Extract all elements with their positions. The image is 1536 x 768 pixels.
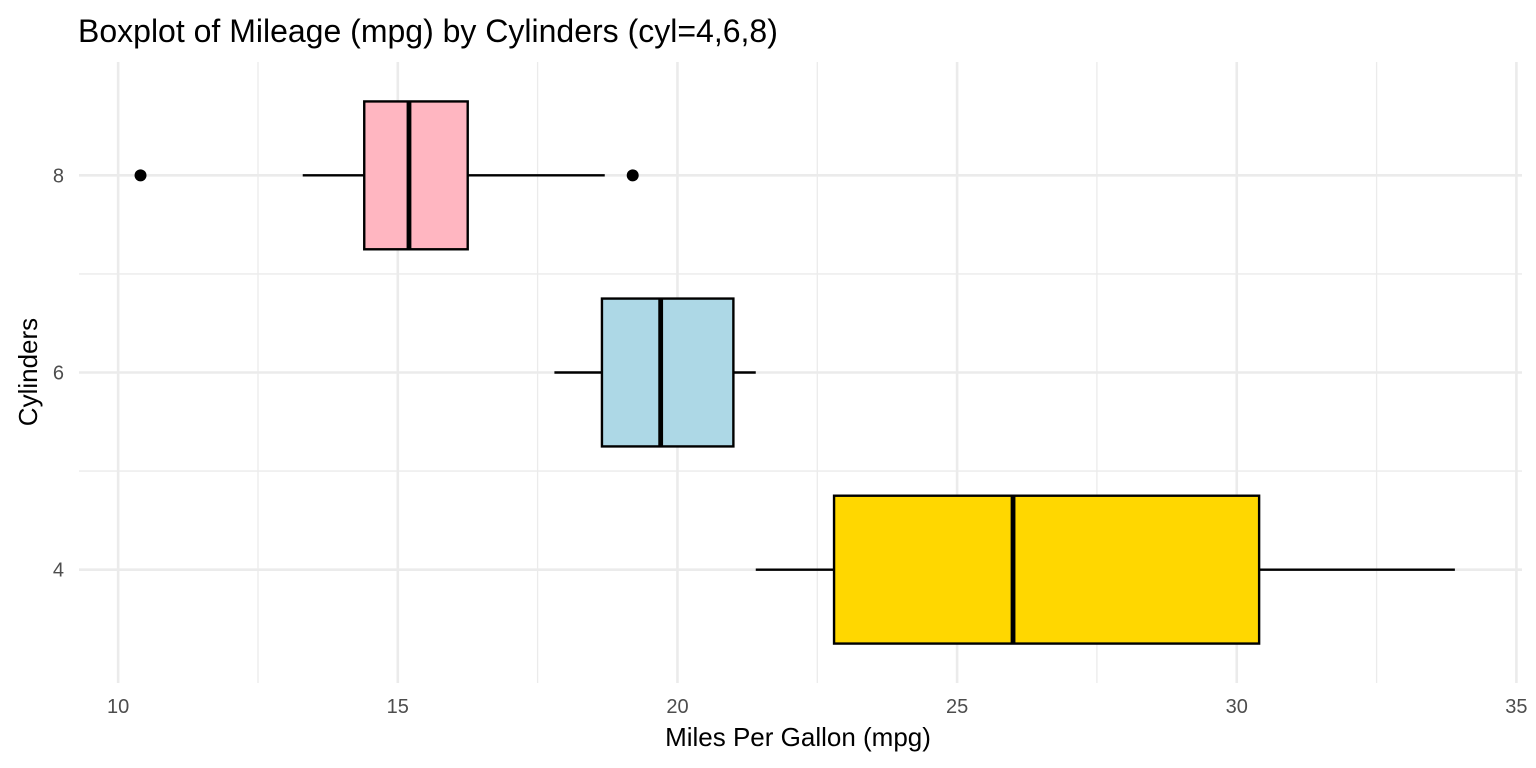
iqr-box — [832, 494, 1261, 645]
boxplot-layer — [134, 100, 1455, 645]
y-axis-title: Cylinders — [13, 318, 43, 426]
y-tick-label: 8 — [53, 165, 64, 187]
iqr-box — [363, 100, 469, 251]
x-tick-label: 10 — [107, 696, 129, 718]
x-tick-label: 25 — [946, 696, 968, 718]
x-axis-title: Miles Per Gallon (mpg) — [665, 722, 931, 752]
x-tick-label: 30 — [1226, 696, 1248, 718]
x-tick-label: 35 — [1505, 696, 1527, 718]
box-group-cyl-4 — [755, 494, 1455, 645]
box-group-cyl-6 — [554, 297, 756, 448]
y-axis-ticks: 4 6 8 — [53, 165, 64, 581]
box-group-cyl-8 — [134, 100, 639, 251]
outlier-point — [134, 169, 147, 182]
x-axis-ticks: 10 15 20 25 30 35 — [107, 696, 1528, 718]
x-tick-label: 20 — [666, 696, 688, 718]
iqr-box — [600, 297, 735, 448]
y-tick-label: 6 — [53, 363, 64, 385]
grid-lines — [79, 62, 1522, 683]
x-tick-label: 15 — [387, 696, 409, 718]
outlier-point — [626, 169, 639, 182]
chart-title: Boxplot of Mileage (mpg) by Cylinders (c… — [78, 13, 778, 49]
y-tick-label: 4 — [53, 560, 64, 582]
